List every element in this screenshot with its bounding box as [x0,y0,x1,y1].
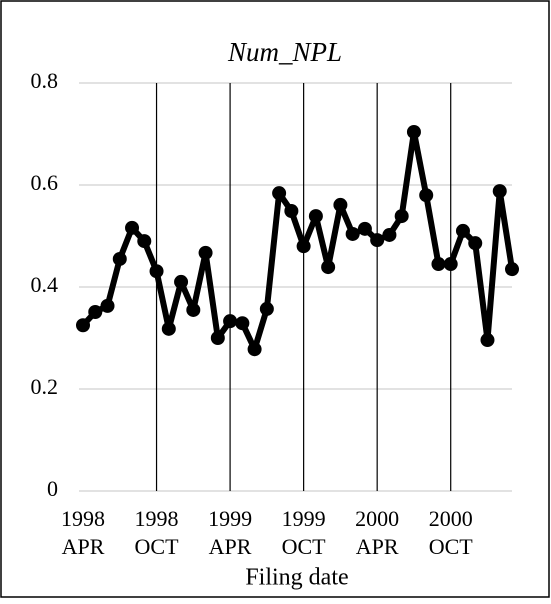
data-point [419,188,434,203]
data-point [382,227,397,242]
data-point [394,209,409,224]
x-tick-label: 2000 OCT [429,506,474,559]
y-tick-label: 0.2 [31,374,59,399]
data-point [223,314,238,329]
data-point [210,331,225,345]
data-point [284,204,299,219]
data-point [112,251,127,266]
x-tick-label: 1998 APR [61,506,105,559]
data-point [259,301,274,316]
y-tick-label: 0 [47,476,58,501]
data-point [174,274,189,289]
x-tick-label: 1999 OCT [282,506,327,559]
data-point [370,233,385,248]
y-tick-label: 0.6 [31,170,59,195]
data-point [333,197,348,212]
data-point [88,304,103,319]
data-point [272,186,287,201]
data-point [480,333,495,348]
data-point [247,342,262,357]
data-point [345,226,360,241]
x-tick-label: 1999 APR [208,506,252,559]
data-point [492,184,507,199]
data-point [455,223,470,238]
data-point [321,260,336,275]
data-point [125,220,140,235]
data-point [406,124,421,139]
data-point [235,316,250,331]
y-tick-label: 0.4 [31,272,59,297]
data-point [186,302,201,317]
data-point [76,318,90,333]
data-point [161,321,176,336]
data-point [308,209,323,224]
chart-title: Num_NPL [227,37,342,67]
x-axis-title: Filing date [245,565,348,591]
data-point [149,264,164,279]
data-point [100,298,115,313]
data-point [137,234,152,249]
data-point [505,262,519,277]
x-tick-label: 1998 OCT [135,506,180,559]
data-point [198,245,213,260]
data-point [431,257,446,272]
data-point [296,239,311,254]
y-tick-label: 0.8 [31,68,59,93]
data-point [468,236,483,251]
data-point [443,257,458,272]
x-tick-label: 2000 APR [355,506,399,559]
data-point [357,221,372,236]
